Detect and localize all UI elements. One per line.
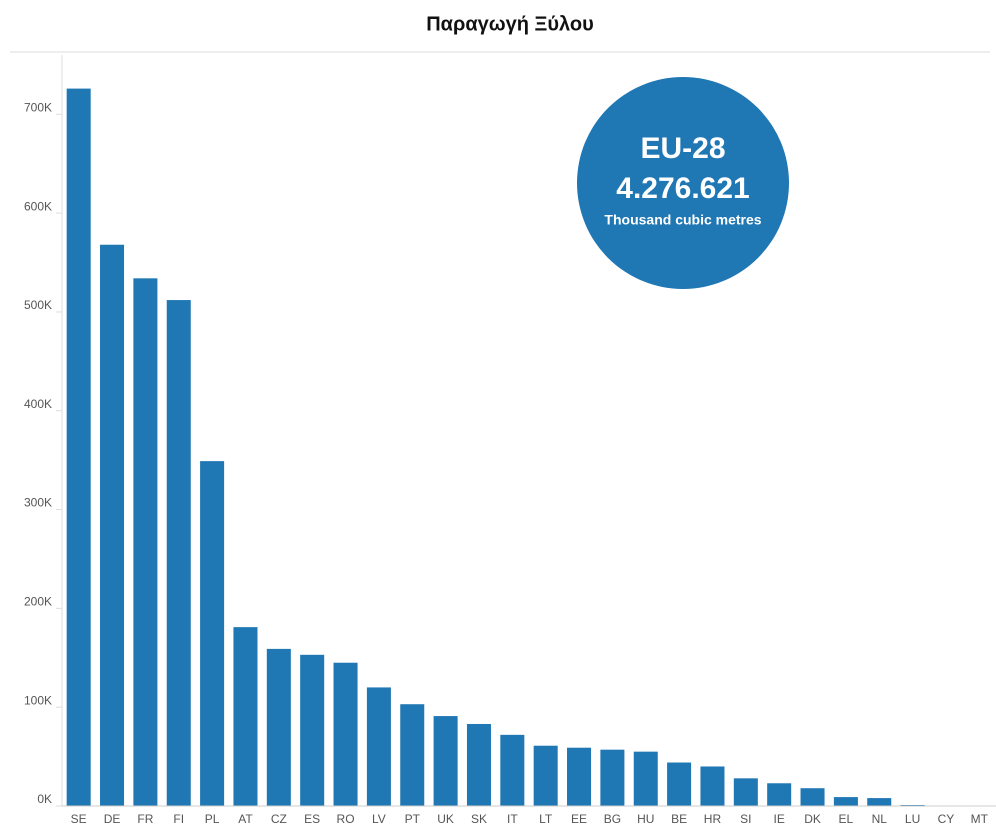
summary-unit: Thousand cubic metres [604, 212, 761, 228]
y-tick-label: 200K [24, 595, 52, 609]
bar [667, 762, 692, 806]
x-tick-label: HR [704, 812, 722, 825]
bar [633, 751, 658, 806]
y-tick-label: 500K [24, 298, 52, 312]
bar [133, 278, 158, 806]
x-tick-label: PL [205, 812, 220, 825]
bar [100, 244, 125, 806]
x-tick-label: MT [971, 812, 989, 825]
bar [433, 716, 458, 806]
y-tick-label: 100K [24, 693, 52, 707]
summary-value: 4.276.621 [616, 172, 749, 205]
bar [733, 778, 758, 806]
x-tick-label: DK [804, 812, 821, 825]
x-tick-label: SI [740, 812, 751, 825]
y-tick-label: 600K [24, 199, 52, 213]
bar [266, 648, 291, 806]
bar [600, 749, 625, 806]
x-tick-label: SK [471, 812, 487, 825]
bar [833, 797, 858, 806]
x-tick-label: AT [238, 812, 253, 825]
x-tick-label: PT [405, 812, 421, 825]
bar [400, 704, 425, 806]
x-tick-label: DE [104, 812, 121, 825]
x-tick-label: SE [71, 812, 87, 825]
x-tick-label: LU [905, 812, 920, 825]
x-tick-label: ES [304, 812, 320, 825]
bar [767, 783, 792, 806]
bar [366, 687, 391, 806]
x-tick-label: IT [507, 812, 518, 825]
x-tick-label: FR [137, 812, 153, 825]
x-tick-label: EE [571, 812, 587, 825]
bar [300, 654, 325, 806]
bar [466, 723, 491, 806]
x-tick-label: UK [437, 812, 454, 825]
x-tick-label: CY [938, 812, 955, 825]
y-tick-label: 700K [24, 100, 52, 114]
chart-title: Παραγωγή Ξύλου [426, 13, 594, 35]
x-tick-label: RO [337, 812, 355, 825]
x-tick-label: IE [774, 812, 785, 825]
y-tick-label: 400K [24, 397, 52, 411]
x-tick-label: CZ [271, 812, 287, 825]
bar [700, 766, 725, 806]
x-tick-label: FI [173, 812, 184, 825]
bar [233, 627, 258, 806]
x-tick-label: BE [671, 812, 687, 825]
x-tick-label: LT [539, 812, 553, 825]
bar [166, 300, 191, 806]
bar [800, 788, 825, 806]
summary-title: EU-28 [640, 132, 725, 165]
x-tick-label: HU [637, 812, 654, 825]
x-tick-label: EL [839, 812, 854, 825]
bar [867, 798, 892, 806]
bar [200, 461, 225, 806]
bar [500, 734, 525, 806]
x-tick-label: LV [372, 812, 386, 825]
y-tick-label: 0K [37, 792, 52, 806]
y-tick-label: 300K [24, 496, 52, 510]
bar [66, 88, 91, 807]
bar [333, 662, 358, 806]
bar [533, 745, 558, 806]
summary-circle [577, 77, 789, 289]
x-tick-label: BG [604, 812, 621, 825]
x-tick-label: NL [872, 812, 888, 825]
bar [567, 747, 592, 806]
